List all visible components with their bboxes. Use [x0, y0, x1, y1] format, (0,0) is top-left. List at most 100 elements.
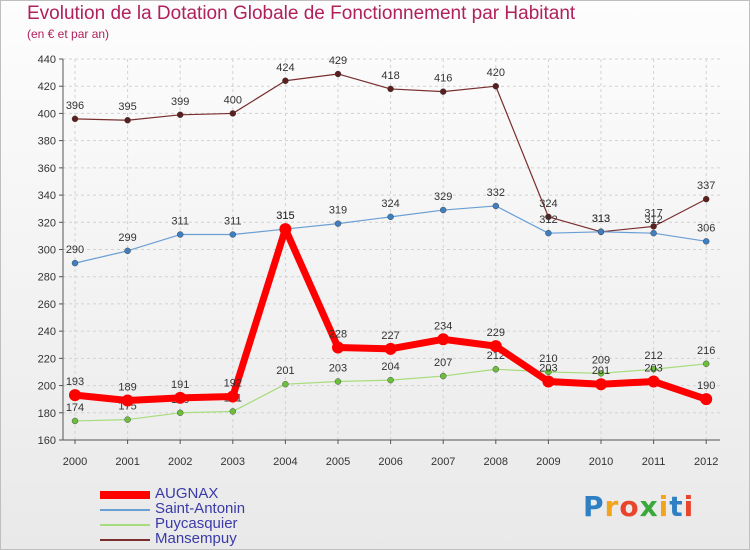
y-tick-label: 200: [38, 381, 56, 393]
data-point: [176, 231, 184, 238]
data-label: 212: [644, 350, 662, 362]
data-label: 332: [487, 187, 505, 199]
data-point: [282, 381, 289, 388]
data-point: [384, 342, 397, 355]
data-point: [226, 390, 239, 403]
data-point: [229, 231, 237, 238]
data-label: 203: [539, 362, 557, 374]
data-label: 290: [66, 244, 84, 256]
data-label: 234: [434, 320, 452, 332]
data-point: [440, 206, 447, 214]
y-tick-label: 340: [38, 190, 56, 202]
data-point: [440, 372, 447, 380]
data-label: 400: [224, 94, 242, 106]
data-point: [176, 409, 184, 416]
data-label: 174: [66, 402, 84, 414]
data-point: [334, 378, 342, 385]
x-tick-label: 2012: [694, 456, 718, 468]
data-point: [700, 393, 713, 406]
data-point: [71, 259, 79, 267]
data-point: [545, 229, 552, 237]
data-point: [124, 247, 131, 255]
data-label: 203: [644, 362, 662, 374]
data-point: [71, 115, 79, 123]
proxiti-logo: Proxiti: [583, 490, 694, 523]
data-label: 337: [697, 180, 715, 192]
data-label: 201: [276, 365, 294, 377]
data-label: 324: [539, 198, 557, 210]
legend-swatch: [100, 539, 150, 541]
data-label: 399: [171, 96, 189, 108]
data-label: 229: [487, 327, 505, 339]
data-label: 319: [329, 205, 347, 217]
data-point: [595, 378, 607, 391]
x-tick-label: 2003: [221, 456, 245, 468]
logo-letter: r: [604, 490, 620, 523]
x-tick-label: 2010: [589, 456, 613, 468]
data-point: [542, 375, 555, 388]
x-tick-label: 2008: [484, 456, 508, 468]
data-point: [124, 416, 131, 423]
x-tick-label: 2001: [115, 456, 139, 468]
logo-letter: i: [683, 490, 695, 523]
data-point: [703, 360, 710, 367]
data-point: [492, 83, 499, 90]
legend-label: AUGNAX: [155, 485, 219, 502]
data-point: [71, 417, 79, 425]
data-point: [121, 394, 134, 407]
logo-letter: t: [669, 490, 684, 523]
x-tick-label: 2006: [378, 456, 402, 468]
data-label: 306: [697, 222, 715, 234]
y-tick-label: 400: [38, 108, 56, 120]
chart-title: Evolution de la Dotation Globale de Fonc…: [27, 3, 576, 24]
data-point: [282, 77, 289, 84]
logo-letter: i: [658, 490, 670, 523]
data-point: [650, 229, 657, 237]
data-label: 189: [118, 382, 136, 394]
data-label: 315: [276, 210, 294, 222]
y-tick-label: 380: [38, 136, 56, 148]
legend-label: Puycasquier: [155, 515, 238, 532]
y-tick-label: 280: [38, 272, 56, 284]
data-label: 216: [697, 345, 715, 357]
data-point: [492, 202, 499, 210]
data-label: 203: [329, 362, 347, 374]
y-tick-label: 440: [38, 54, 56, 66]
data-point: [703, 195, 710, 203]
data-label: 201: [592, 365, 610, 377]
data-label: 192: [224, 377, 242, 389]
data-point: [489, 340, 502, 353]
data-label: 209: [592, 354, 610, 366]
data-label: 311: [171, 216, 189, 228]
data-point: [650, 366, 657, 373]
data-label: 317: [644, 207, 662, 219]
data-label: 313: [592, 213, 610, 225]
data-point: [387, 376, 394, 384]
y-tick-label: 260: [38, 299, 56, 311]
y-tick-label: 160: [38, 435, 56, 447]
data-label: 313: [592, 213, 610, 225]
data-label: 207: [434, 357, 452, 369]
data-label: 204: [381, 361, 399, 373]
data-label: 312: [539, 214, 557, 226]
x-tick-label: 2004: [273, 456, 297, 468]
data-point: [279, 223, 292, 236]
data-point: [176, 111, 184, 118]
legend-swatch: [100, 491, 150, 499]
data-point: [437, 333, 450, 346]
y-tick-label: 180: [38, 408, 56, 420]
y-tick-label: 220: [38, 353, 56, 365]
y-tick-label: 300: [38, 245, 56, 257]
data-point: [69, 389, 81, 402]
data-label: 420: [487, 67, 505, 79]
data-label: 210: [539, 353, 557, 365]
x-tick-label: 2000: [63, 456, 87, 468]
data-label: 190: [697, 380, 715, 392]
y-tick-label: 240: [38, 326, 56, 338]
data-point: [387, 213, 394, 221]
data-label: 329: [434, 191, 452, 203]
x-tick-label: 2011: [642, 456, 666, 468]
data-label: 395: [118, 101, 136, 113]
legend-label: Mansempuy: [155, 530, 237, 547]
